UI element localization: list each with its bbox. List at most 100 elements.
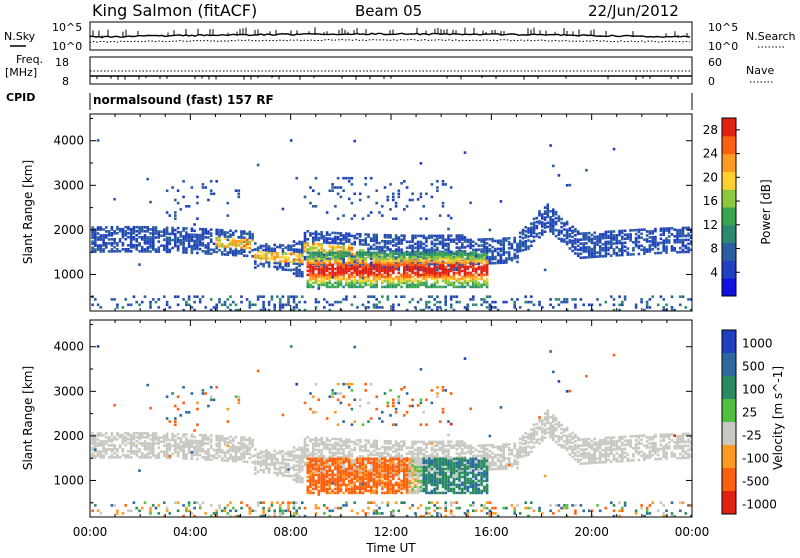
power-echo-cell (146, 178, 149, 181)
power-echo-cell (202, 242, 205, 245)
power-echo-cell (210, 298, 213, 301)
power-echo-cell (287, 245, 290, 248)
power-echo-cell (381, 268, 384, 271)
velocity-echo-cell (375, 395, 378, 398)
power-echo-cell (602, 255, 605, 258)
velocity-echo-cell (182, 402, 185, 405)
velocity-echo-cell (166, 417, 169, 420)
power-echo-cell (342, 234, 345, 237)
power-echo-cell (566, 229, 569, 232)
power-echo-cell (458, 266, 461, 269)
power-echo-cell (309, 186, 312, 189)
velocity-echo-cell (381, 452, 384, 455)
power-echo-cell (646, 234, 649, 237)
power-echo-cell (381, 256, 384, 259)
power-echo-cell (155, 248, 158, 251)
power-echo-cell (436, 306, 439, 309)
velocity-echo-cell (362, 449, 365, 452)
velocity-echo-cell (254, 460, 257, 463)
power-echo-cell (563, 298, 566, 301)
power-echo-cell (127, 248, 130, 251)
power-echo-cell (406, 247, 409, 250)
nsky-tick-bottom: 10^0 (52, 40, 82, 53)
power-echo-cell (392, 193, 395, 196)
power-echo-cell (453, 272, 456, 275)
power-echo-cell (502, 237, 505, 240)
power-echo-cell (425, 193, 428, 196)
velocity-echo-cell (282, 501, 285, 504)
velocity-echo-cell (351, 389, 354, 392)
velocity-echo-cell (196, 423, 199, 426)
power-echo-cell (442, 205, 445, 208)
power-echo-cell (348, 233, 351, 236)
power-echo-cell (307, 248, 310, 251)
velocity-echo-cell (290, 501, 293, 504)
velocity-echo-cell (334, 478, 337, 481)
velocity-echo-cell (163, 434, 166, 437)
power-echo-cell (141, 226, 144, 229)
velocity-echo-cell (232, 456, 235, 459)
velocity-echo-cell (149, 512, 152, 515)
power-echo-cell (660, 228, 663, 231)
power-echo-cell (160, 230, 163, 233)
power-echo-cell (436, 301, 439, 304)
velocity-echo-cell (191, 512, 194, 515)
power-echo-cell (362, 304, 365, 307)
power-echo-cell (480, 254, 483, 257)
power-echo-cell (122, 228, 125, 231)
power-echo-cell (398, 272, 401, 275)
power-echo-cell (613, 298, 616, 301)
velocity-echo-cell (166, 433, 169, 436)
velocity-echo-cell (378, 464, 381, 467)
power-echo-cell (249, 241, 252, 244)
power-echo-cell (340, 196, 343, 199)
power-echo-cell (111, 232, 114, 235)
velocity-echo-cell (218, 504, 221, 507)
power-echo-cell (210, 238, 213, 241)
velocity-echo-cell (149, 434, 152, 437)
power-echo-cell (387, 234, 390, 237)
power-echo-cell (563, 228, 566, 231)
velocity-echo-cell (210, 454, 213, 457)
power-echo-cell (469, 252, 472, 255)
velocity-echo-cell (362, 458, 365, 461)
power-echo-cell (318, 243, 321, 246)
velocity-echo-cell (227, 457, 230, 460)
velocity-echo-cell (127, 442, 130, 445)
power-echo-cell (293, 248, 296, 251)
power-echo-cell (329, 189, 332, 192)
power-echo-cell (613, 248, 616, 251)
power-echo-cell (433, 263, 436, 266)
velocity-echo-cell (331, 438, 334, 441)
power-echo-cell (174, 229, 177, 232)
power-echo-cell (552, 306, 555, 309)
power-echo-cell (97, 236, 100, 239)
velocity-echo-cell (318, 507, 321, 510)
power-echo-cell (580, 232, 583, 235)
velocity-echo-cell (340, 466, 343, 469)
power-echo-cell (395, 295, 398, 298)
power-echo-cell (395, 234, 398, 237)
power-echo-cell (323, 268, 326, 271)
power-echo-cell (364, 276, 367, 279)
velocity-echo-cell (122, 512, 125, 515)
power-echo-cell (489, 306, 492, 309)
power-echo-cell (326, 254, 329, 257)
power-echo-cell (351, 253, 354, 256)
power-echo-cell (326, 231, 329, 234)
velocity-echo-cell (251, 510, 254, 513)
velocity-echo-cell (204, 392, 207, 395)
power-echo-cell (651, 236, 654, 239)
velocity-echo-cell (318, 455, 321, 458)
velocity-echo-cell (193, 429, 196, 432)
power-echo-cell (262, 249, 265, 252)
velocity-echo-cell (196, 408, 199, 411)
power-echo-cell (262, 295, 265, 298)
velocity-echo-cell (235, 446, 238, 449)
power-echo-cell (444, 301, 447, 304)
power-echo-cell (417, 280, 420, 283)
power-echo-cell (541, 229, 544, 232)
velocity-echo-cell (373, 474, 376, 477)
power-echo-cell (472, 264, 475, 267)
power-echo-cell (356, 280, 359, 283)
